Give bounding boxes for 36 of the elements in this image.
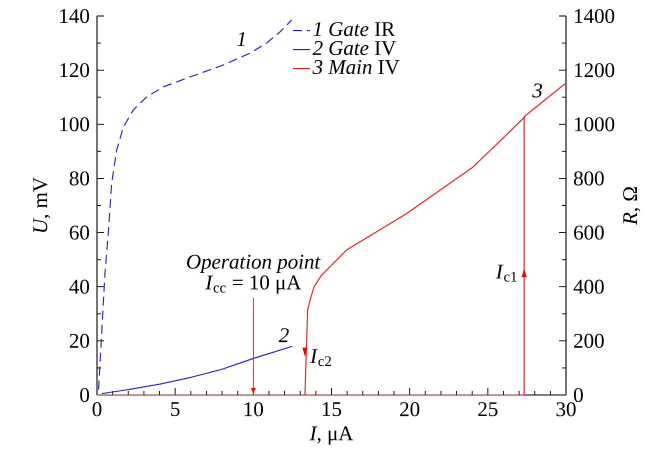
x-tick-label: 0 [92, 402, 102, 416]
legend-label: 3 Main IV [312, 60, 400, 74]
y2-tick-label: 1400 [575, 8, 614, 24]
annotation: 2 [278, 328, 289, 342]
y-tick-label: 0 [80, 388, 90, 402]
y2-tick-label: 200 [574, 334, 604, 348]
y-tick-label: 40 [69, 280, 90, 294]
legend-label: 1 Gate IR [313, 22, 396, 36]
y-tick-label: 60 [70, 226, 90, 240]
y2-tick-label: 800 [574, 171, 604, 186]
x-tick-label: 15 [322, 402, 342, 416]
x-tick-label: 10 [244, 402, 264, 416]
x-tick-label: 30 [556, 402, 576, 416]
x-axis-title: I, μA [310, 426, 354, 445]
annotation: I$_{c1}$ [496, 264, 517, 282]
legend-label: 2 Gate IV [312, 41, 396, 56]
annotation: 3 [532, 83, 542, 98]
annotation: Operation point [187, 254, 321, 274]
annotation: 1 [237, 32, 245, 46]
y-tick-label: 100 [60, 117, 90, 132]
y-tick-label: 80 [70, 171, 90, 186]
y2-tick-label: 0 [574, 388, 583, 402]
y2-tick-label: 1000 [575, 117, 614, 132]
x-tick-label: 25 [478, 402, 498, 416]
y-axis-title: U, mV [33, 177, 50, 232]
x-tick-label: 5 [171, 402, 180, 416]
x-tick-label: 20 [400, 402, 420, 416]
y2-tick-label: 400 [574, 280, 604, 294]
y2-tick-label: 1200 [575, 63, 614, 78]
y-tick-label: 20 [70, 334, 90, 348]
y2-tick-label: 600 [574, 226, 604, 240]
annotation: I$_{cc}$ = 10 μA [205, 275, 302, 294]
y-tick-label: 120 [60, 63, 90, 78]
y-tick-label: 140 [60, 8, 90, 24]
y2-axis-title: R, Ω [623, 187, 640, 225]
annotation: I$_{c2}$ [310, 349, 331, 366]
